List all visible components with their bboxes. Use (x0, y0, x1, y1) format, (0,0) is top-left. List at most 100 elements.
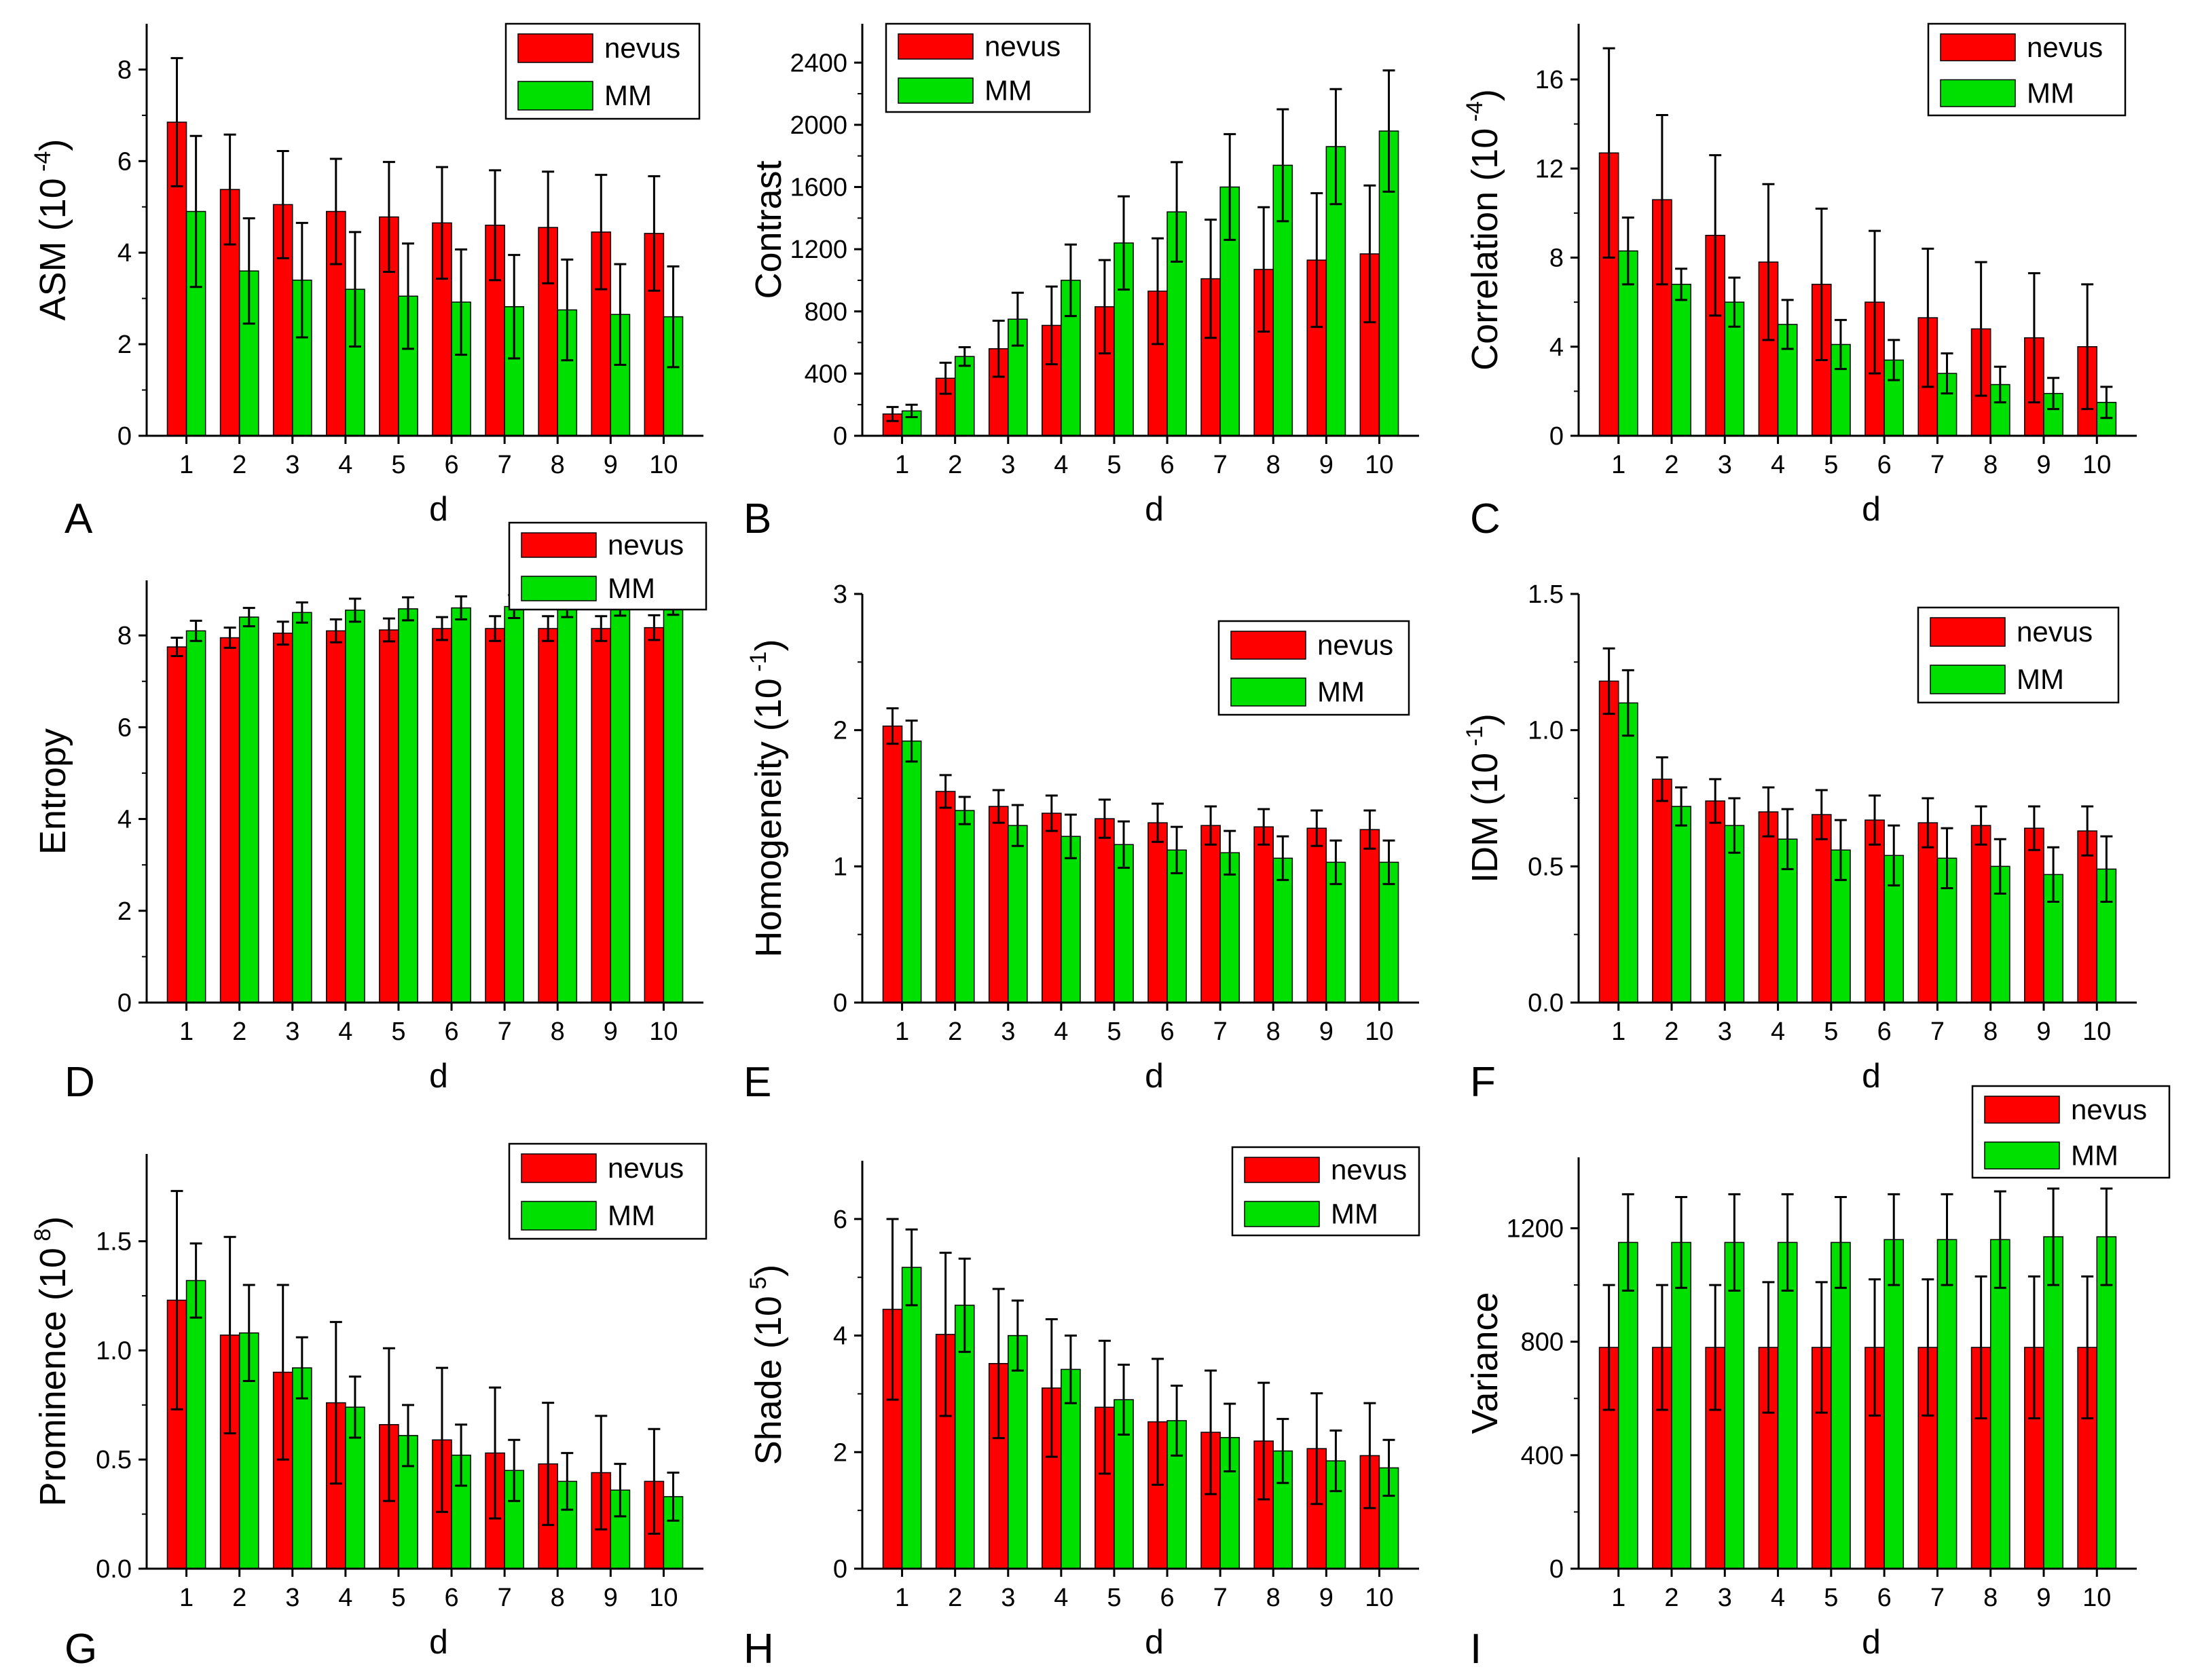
panel-letter: E (743, 1059, 771, 1106)
x-tick-label: 2 (948, 1018, 962, 1046)
x-tick-label: 6 (1877, 451, 1892, 479)
bar-mm-1 (185, 630, 206, 1003)
x-tick-label: 10 (1365, 451, 1393, 479)
chart-panel-i: 0 400 800 1200 1 2 3 4 5 6 7 8 9 10 d Variance nevus MM I (1465, 1085, 2171, 1673)
x-tick-label: 9 (1319, 1584, 1334, 1612)
y-tick-label: 1600 (790, 174, 847, 202)
legend-label-nevus: nevus (608, 1152, 684, 1184)
y-axis-title-close: ) (748, 1265, 789, 1277)
bar-nevus-10 (1359, 829, 1380, 1003)
legend: nevus MM (1917, 606, 2120, 704)
x-tick-label: 5 (391, 451, 405, 479)
x-tick-label: 8 (1266, 1584, 1281, 1612)
bar-mm-6 (1166, 849, 1187, 1003)
legend-swatch-nevus (521, 532, 597, 558)
bar-mm-5 (398, 608, 418, 1003)
x-tick-label: 6 (1160, 1018, 1174, 1046)
x-tick-label: 9 (1319, 451, 1334, 479)
y-axis-title-text: Homogeneity (10 (748, 678, 789, 957)
x-tick-label: 6 (444, 1584, 458, 1612)
x-tick-label: 4 (338, 1584, 352, 1612)
legend-label-nevus: nevus (608, 529, 684, 561)
panel-letter: I (1470, 1626, 1482, 1673)
x-tick-label: 8 (1983, 1018, 1998, 1046)
bar-nevus-3 (988, 806, 1009, 1003)
x-tick-label: 9 (1319, 1018, 1334, 1046)
x-tick-label: 8 (551, 1018, 565, 1046)
y-tick-label: 4 (117, 806, 132, 834)
y-tick-label: 0 (833, 1555, 847, 1584)
x-tick-label: 2 (1664, 451, 1678, 479)
bar-nevus-1 (166, 646, 187, 1003)
y-tick-label: 2400 (790, 49, 847, 77)
y-axis-title: Entropy (33, 728, 73, 855)
x-tick-label: 5 (391, 1018, 405, 1046)
x-tick-label: 2 (948, 451, 962, 479)
x-axis-title: d (1145, 490, 1164, 528)
y-tick-label: 0 (117, 989, 132, 1018)
legend-swatch-mm (1230, 677, 1306, 707)
bar-mm-8 (1989, 865, 2010, 1003)
x-tick-label: 2 (232, 1584, 246, 1612)
x-tick-label: 3 (1001, 1018, 1015, 1046)
bar-mm-2 (1671, 284, 1691, 436)
bar-mm-5 (1114, 844, 1134, 1003)
legend: nevus MM (508, 521, 707, 611)
y-tick-label: 0.0 (1528, 989, 1564, 1018)
x-tick-label: 7 (1930, 1018, 1945, 1046)
bar-mm-4 (1061, 836, 1081, 1003)
bar-nevus-9 (591, 628, 612, 1003)
x-tick-label: 6 (444, 1018, 458, 1046)
bar-mm-3 (1008, 825, 1028, 1003)
bar-mm-7 (504, 605, 525, 1003)
x-tick-label: 1 (1611, 451, 1625, 479)
legend-label-nevus: nevus (2071, 1094, 2147, 1125)
x-tick-label: 10 (2082, 451, 2111, 479)
legend-label-nevus: nevus (604, 32, 680, 64)
bar-nevus-3 (1705, 800, 1726, 1003)
x-tick-label: 6 (1160, 451, 1174, 479)
legend-label-nevus: nevus (2027, 31, 2103, 63)
legend-swatch-mm (521, 576, 597, 601)
x-axis-title: d (1862, 1057, 1881, 1095)
y-axis-title-text: IDM (10 (1465, 753, 1505, 883)
y-tick-label: 800 (1521, 1328, 1564, 1357)
legend-label-mm: MM (2027, 77, 2074, 109)
y-tick-label: 1.5 (1528, 580, 1564, 609)
x-tick-label: 10 (2082, 1584, 2111, 1612)
legend-label-mm: MM (1331, 1198, 1378, 1230)
bar-nevus-7 (1200, 825, 1221, 1003)
legend: nevus MM (1971, 1085, 2171, 1179)
legend-swatch-mm (517, 81, 593, 111)
bar-mm-2 (954, 810, 975, 1003)
bar-nevus-2 (219, 637, 240, 1003)
bar-nevus-6 (1864, 819, 1885, 1003)
x-tick-label: 9 (2036, 451, 2051, 479)
legend-swatch-nevus (1230, 631, 1306, 660)
bar-nevus-1 (1598, 680, 1619, 1003)
bar-mm-2 (238, 616, 259, 1003)
y-tick-label: 2 (117, 331, 132, 359)
bar-nevus-2 (935, 791, 956, 1003)
x-tick-label: 4 (1771, 451, 1785, 479)
bar-mm-6 (451, 301, 471, 436)
bar-mm-1 (1617, 702, 1638, 1003)
y-axis-title-text: Prominence (10 (33, 1248, 73, 1506)
y-axis-title-close: ) (33, 1216, 73, 1229)
bar-nevus-10 (644, 627, 665, 1003)
panel-letter: G (65, 1626, 97, 1673)
bar-nevus-10 (2077, 830, 2098, 1003)
y-axis-title: IDM (10 -1) (1462, 713, 1505, 883)
legend: nevus MM (1231, 1146, 1420, 1237)
legend-label-mm: MM (2071, 1139, 2118, 1171)
y-axis-title-text: ASM (10 (33, 178, 73, 320)
x-tick-label: 3 (285, 451, 299, 479)
x-tick-label: 4 (338, 1018, 352, 1046)
legend-label-mm: MM (608, 1199, 655, 1231)
bar-mm-9 (2043, 1236, 2063, 1569)
x-tick-label: 7 (1213, 1018, 1228, 1046)
x-tick-label: 7 (498, 451, 512, 479)
y-tick-label: 4 (833, 1322, 847, 1351)
chart-panel-g: 0.0 0.5 1.0 1.5 1 2 3 4 5 6 7 8 9 10 d Prominence (10 8… (30, 1142, 707, 1673)
